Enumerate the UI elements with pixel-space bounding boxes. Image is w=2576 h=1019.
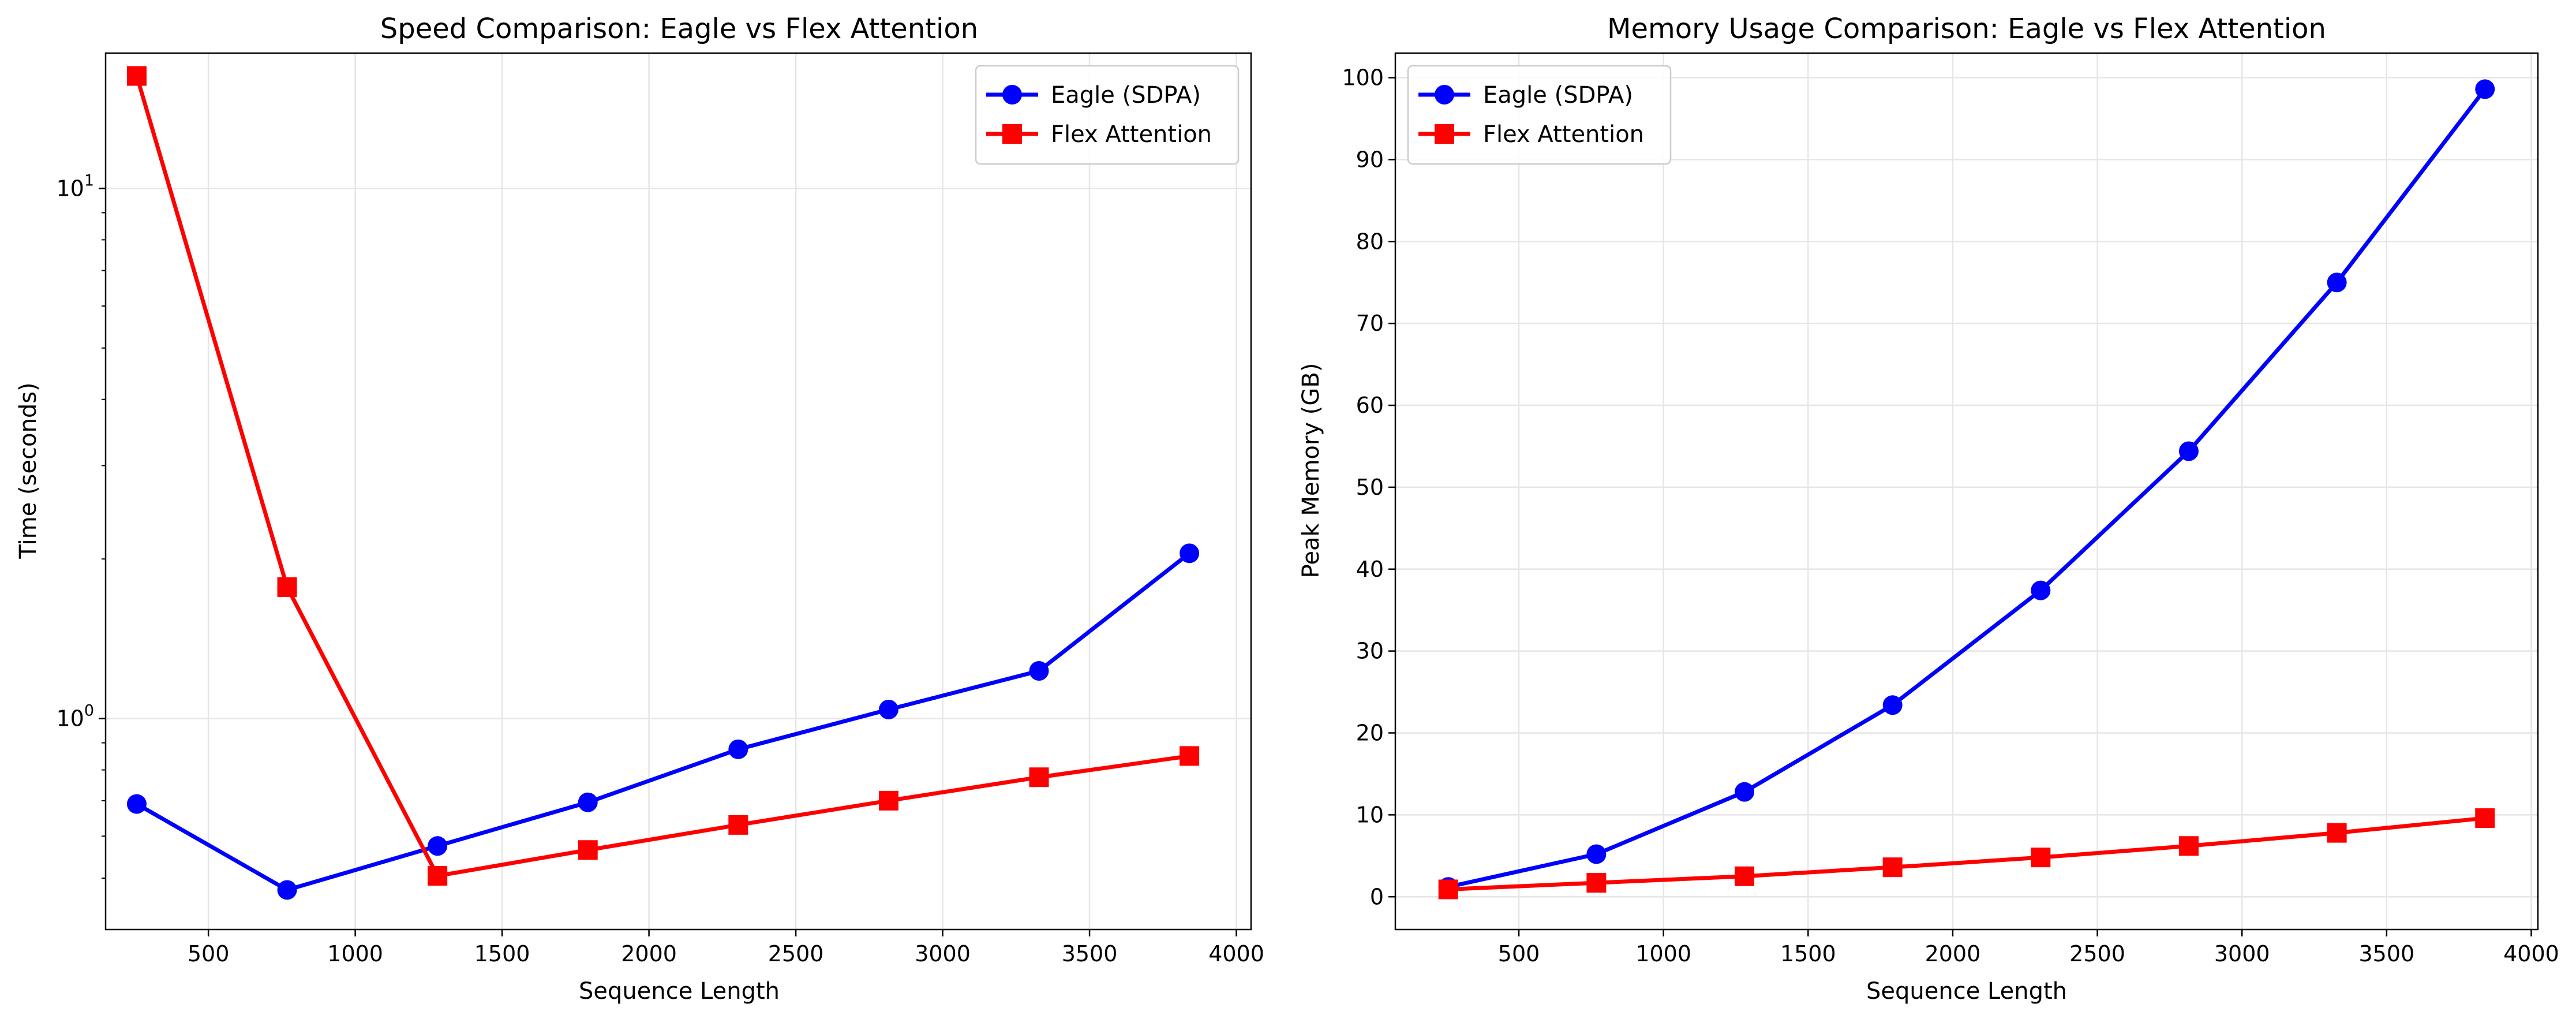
- chart-1-legend-label: Flex Attention: [1051, 121, 1212, 148]
- chart-1-legend: Eagle (SDPA) Flex Attention: [975, 65, 1240, 165]
- chart-2-legend-box: [1407, 65, 1672, 165]
- chart-1-data-point: [578, 792, 598, 812]
- chart-1-data-point: [878, 790, 898, 811]
- chart-2-ytick-label: 70: [1356, 311, 1384, 336]
- chart-1-series-line: [136, 551, 1191, 892]
- chart-1-data-point: [126, 794, 147, 814]
- chart-2-legend-label: Eagle (SDPA): [1483, 82, 1633, 109]
- chart-1-xtick-label: 1000: [327, 941, 383, 966]
- chart-2-data-point: [2178, 441, 2199, 461]
- chart-2-xtick-label: 3500: [2358, 941, 2414, 966]
- chart-2-data-point: [2327, 273, 2347, 293]
- chart-2-ytick-label: 90: [1356, 147, 1384, 172]
- chart-1-title: Speed Comparison: Eagle vs Flex Attentio…: [380, 13, 978, 45]
- chart-2-xlabel: Sequence Length: [1866, 978, 2067, 1005]
- chart-2-data-point: [1586, 873, 1607, 893]
- chart-1-data-point: [728, 739, 748, 759]
- chart-1-data-point: [1180, 746, 1200, 766]
- chart-2-ytick-label: 50: [1356, 475, 1384, 500]
- chart-1-xlabel: Sequence Length: [579, 978, 780, 1005]
- chart-1-data-point: [578, 840, 598, 860]
- chart-2-plot: 500 1000 1500 2000 2500 3000 3500 4000 0 10 20 30 40…: [1342, 52, 2559, 966]
- chart-2-ytick-label: 30: [1356, 639, 1384, 664]
- chart-2-data-point: [1438, 879, 1458, 899]
- chart-2-xtick-label: 2500: [2069, 941, 2125, 966]
- chart-2-xtick-label: 1500: [1780, 941, 1836, 966]
- chart-1-data-point: [1029, 661, 1049, 681]
- chart-2-ytick-label: 10: [1356, 802, 1384, 827]
- chart-2-xtick-label: 500: [1498, 941, 1540, 966]
- chart-1-xtick-label: 500: [188, 941, 230, 966]
- chart-1-xtick-label: 2500: [768, 941, 824, 966]
- chart-2-data-point: [1735, 782, 1755, 802]
- chart-1-data-point: [878, 699, 898, 719]
- chart-2-legend: Eagle (SDPA) Flex Attention: [1407, 65, 1672, 165]
- chart-1-xtick-label: 1500: [474, 941, 530, 966]
- chart-1-xtick-label: 3000: [915, 941, 971, 966]
- chart-1-data-point: [428, 836, 448, 856]
- chart-2-data-point: [1586, 844, 1607, 864]
- chart-1-legend-label: Eagle (SDPA): [1051, 82, 1201, 109]
- chart-1-xtick-label: 2000: [621, 941, 677, 966]
- chart-1-data-point: [126, 66, 147, 86]
- chart-1-xtick-label: 4000: [1208, 941, 1264, 966]
- chart-2-ytick-label: 20: [1356, 721, 1384, 746]
- chart-2-ytick-label: 40: [1356, 557, 1384, 582]
- chart-1-series-line: [134, 75, 1190, 878]
- chart-1-data-point: [1180, 543, 1200, 563]
- chart-2-ytick-label: 0: [1370, 884, 1384, 909]
- chart-2-data-point: [2475, 808, 2495, 828]
- chart-1-data-point: [277, 577, 297, 597]
- chart-2-xtick-label: 4000: [2503, 941, 2559, 966]
- chart-2-series-flex: [1438, 808, 2495, 899]
- chart-2-data-point: [1882, 857, 1903, 878]
- chart-1-series-flex: [126, 66, 1200, 886]
- chart-2-ytick-label: 80: [1356, 229, 1384, 254]
- chart-2-data-point: [2327, 823, 2347, 843]
- chart-2-data-point: [2031, 848, 2051, 868]
- chart-1-data-point: [277, 880, 297, 900]
- chart-2-ytick-label: 60: [1356, 393, 1384, 418]
- chart-2-data-point: [2178, 836, 2199, 856]
- chart-1-ytick-label: 101: [56, 171, 94, 201]
- chart-2-data-point: [1735, 866, 1755, 886]
- chart-2-xtick-label: 3000: [2214, 941, 2270, 966]
- chart-1-legend-marker: [1002, 85, 1022, 104]
- chart-2-series-line: [1447, 88, 2487, 889]
- chart-1-legend-box: [975, 65, 1240, 165]
- chart-2-data-point: [2031, 580, 2051, 600]
- chart-2-xtick-label: 2000: [1925, 941, 1981, 966]
- chart-1-data-point: [1029, 767, 1049, 787]
- chart-1-data-point: [728, 815, 748, 835]
- chart-2-series-eagle: [1438, 79, 2495, 897]
- chart-1-ylabel: Time (seconds): [15, 382, 42, 559]
- chart-1-axes-frame: [104, 52, 1252, 931]
- chart-1-data-point: [428, 866, 448, 886]
- chart-1-series-eagle: [126, 543, 1200, 900]
- chart-2-series-line: [1448, 816, 2485, 891]
- chart-2-title: Memory Usage Comparison: Eagle vs Flex A…: [1607, 13, 2326, 45]
- chart-2-legend-marker: [1435, 124, 1454, 144]
- chart-1-ytick-label: 100: [56, 702, 94, 731]
- chart-1-plot: 500 1000 1500 2000 2500 3000 3500 4000 100 101 Eag…: [56, 52, 1264, 966]
- chart-1-xtick-label: 3500: [1062, 941, 1118, 966]
- chart-2-legend-label: Flex Attention: [1483, 121, 1644, 148]
- chart-2-data-point: [1882, 695, 1903, 715]
- chart-1-legend-marker: [1002, 124, 1022, 144]
- chart-2-axes-frame: [1394, 52, 2539, 931]
- chart-2-ylabel: Peak Memory (GB): [1298, 363, 1324, 578]
- chart-2-xtick-label: 1000: [1635, 941, 1691, 966]
- chart-2-ytick-label: 100: [1342, 65, 1384, 91]
- chart-2-legend-marker: [1435, 85, 1454, 104]
- chart-2-data-point: [2475, 79, 2495, 99]
